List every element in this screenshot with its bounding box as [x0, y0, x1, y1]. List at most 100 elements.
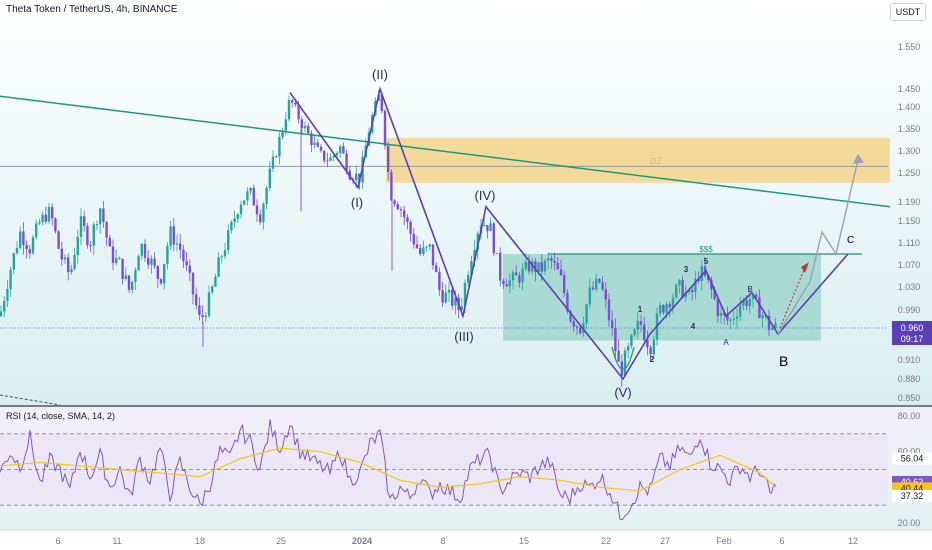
candle-body — [67, 257, 70, 273]
candle-body — [537, 262, 540, 273]
time-tick-label: Feb — [716, 536, 732, 546]
candle-body — [9, 269, 12, 289]
wave-label-v: (V) — [614, 385, 631, 400]
rsi-lower-badge: 37.32 — [901, 491, 924, 501]
candle-body — [534, 261, 537, 273]
candle-body — [217, 257, 220, 277]
candle-body — [396, 204, 399, 210]
candle-body — [751, 294, 755, 300]
candle-body — [713, 289, 716, 300]
candle-body — [271, 156, 275, 169]
candle-body — [435, 265, 438, 273]
subwave-label-5: 5 — [704, 257, 709, 266]
candle-body — [444, 292, 447, 303]
candle-body — [95, 224, 99, 226]
candle-body — [335, 153, 339, 156]
candle-body — [57, 231, 60, 249]
candle-body — [684, 292, 687, 298]
candle-body — [143, 243, 147, 258]
price-tick-label: 1.450 — [898, 84, 921, 94]
candle-body — [550, 258, 553, 261]
elliott-wave-path — [289, 86, 849, 381]
candle-body — [739, 305, 742, 317]
candle-body — [531, 261, 534, 272]
candle-body — [3, 300, 6, 312]
candle-body — [147, 257, 150, 265]
wave-label-c: C — [847, 235, 854, 246]
candle-body — [191, 272, 195, 295]
currency-button[interactable]: USDT — [890, 3, 926, 21]
candle-body — [105, 222, 108, 238]
candle-body — [310, 133, 313, 145]
candle-body — [569, 311, 572, 322]
last-price-value: 0.960 — [901, 323, 924, 333]
time-tick-label: 12 — [848, 536, 858, 546]
price-tick-label: 1.150 — [898, 216, 921, 226]
candle-body — [169, 226, 172, 246]
candle-body — [163, 263, 166, 284]
candle-body — [585, 304, 588, 324]
candle-body — [598, 278, 601, 283]
candle-body — [575, 326, 579, 328]
candle-body — [38, 221, 41, 224]
candle-body — [220, 256, 223, 258]
candle-body — [79, 216, 83, 237]
candle-body — [383, 110, 387, 146]
candle-body — [326, 160, 329, 162]
candle-body — [521, 268, 524, 283]
candle-body — [524, 261, 527, 269]
time-tick-label: 8 — [440, 536, 445, 546]
candle-body — [630, 335, 633, 347]
rsi-line — [0, 419, 777, 521]
time-axis: 6 11 18 25 2024 8 15 22 27 Feb 6 12 — [55, 536, 858, 546]
price-tick-label: 1.250 — [898, 168, 921, 178]
wave-label-b-large: B — [779, 353, 788, 369]
candle-body — [732, 318, 735, 320]
time-tick-label: 6 — [55, 536, 60, 546]
candle-body — [54, 218, 57, 232]
price-pane-background — [0, 0, 932, 405]
projection-arrow-head — [853, 153, 864, 164]
red-arrow-head — [801, 262, 809, 273]
candle-body — [108, 237, 111, 247]
rsi-upper-badge-bg — [892, 452, 932, 465]
candle-body — [745, 300, 748, 307]
candle-body — [227, 230, 230, 251]
candle-body — [201, 314, 204, 317]
candle-body — [441, 290, 444, 303]
rsi-indicator-title: RSI (14, close, SMA, 14, 2) — [6, 411, 116, 421]
candle-body — [179, 243, 182, 250]
candle-body — [499, 252, 502, 281]
candle-body — [687, 290, 691, 293]
candle-body — [707, 275, 710, 280]
candle-body — [25, 245, 28, 250]
candle-body — [153, 258, 156, 267]
candle-body — [495, 252, 499, 254]
time-tick-label: 11 — [112, 536, 121, 546]
candle-body — [236, 214, 239, 219]
candle-body — [451, 289, 454, 306]
time-tick-label: 25 — [276, 536, 286, 546]
chart-title: Theta Token / TetherUS, 4h, BINANCE — [6, 4, 178, 15]
candle-body — [678, 279, 681, 286]
candle-body — [659, 305, 662, 314]
candle-body — [275, 156, 278, 158]
candle-body — [617, 351, 620, 362]
candle-body — [422, 247, 425, 254]
candle-body — [175, 243, 179, 245]
candle-body — [774, 323, 777, 329]
price-tick-label: 0.880 — [898, 374, 921, 384]
price-tick-label: 1.110 — [898, 238, 920, 248]
candle-body — [399, 209, 403, 211]
candle-body — [726, 315, 729, 321]
candle-body — [41, 214, 44, 222]
candle-body — [556, 262, 559, 270]
candle-body — [566, 292, 569, 312]
candle-body — [665, 304, 668, 313]
candle-body — [0, 311, 3, 316]
candle-body — [111, 246, 115, 264]
candle-body — [51, 206, 54, 219]
candle-body — [492, 223, 495, 254]
candle-countdown: 09:17 — [901, 334, 924, 344]
